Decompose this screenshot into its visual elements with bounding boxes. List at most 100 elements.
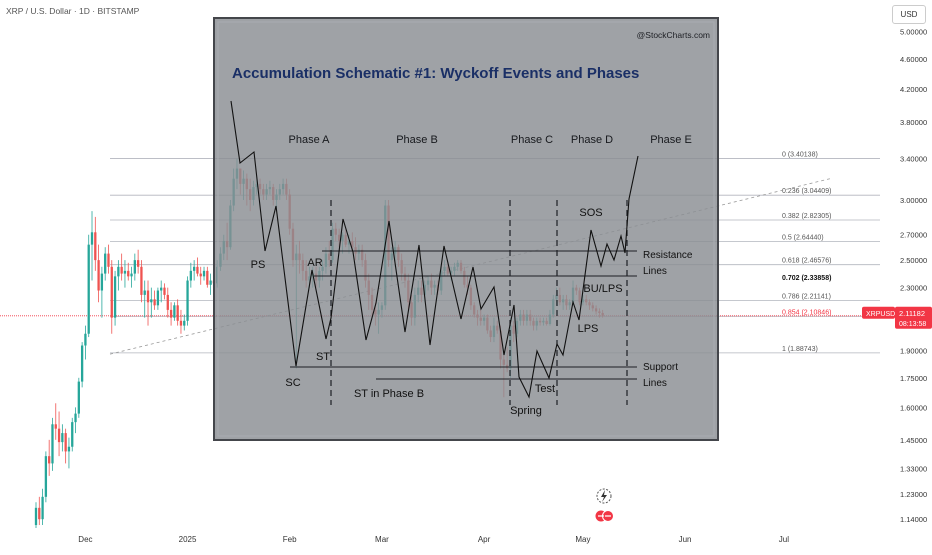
candle-body [127,270,130,277]
candle-body [120,266,123,274]
candle [150,287,153,318]
price-tick-label: 2.30000 [900,284,927,293]
candle-body [136,260,140,267]
phase-label: Phase D [571,134,613,146]
price-tick-label: 2.50000 [900,256,927,265]
event-label-bulps: BU/LPS [583,283,622,295]
price-tick-label: 1.33000 [900,464,927,473]
price-tick-label: 1.45000 [900,436,927,445]
schematic-price-path [230,100,639,399]
candle-body [206,270,209,285]
price-tick-label: 5.00000 [900,27,927,36]
event-label-sos: SOS [579,207,602,219]
candle [94,216,97,271]
price-axis: 5.00000 4.60000 4.20000 3.80000 3.40000 3.000… [862,0,932,550]
candle-body [54,424,57,429]
fib-label: 0.786 (2.21141) [782,294,831,301]
candle-body [192,266,196,271]
candle [192,260,196,281]
candle [173,302,176,321]
candle [202,266,206,281]
candle [166,287,169,318]
candle [186,276,189,326]
event-label-spring: Spring [510,405,542,417]
candle-body [163,287,166,295]
fib-label: 1 (1.88743) [782,346,818,353]
candle-body [87,244,90,334]
candle-body [196,266,199,274]
candle-body [90,232,94,245]
candle-body [34,507,38,526]
phase-label: Phase A [289,134,331,146]
time-tick-label: Jun [679,535,692,544]
symbol-badge [862,306,895,319]
phase-label: Phase B [396,134,438,146]
candle-body [183,320,186,326]
candle-body [166,294,169,310]
candle-body [117,266,120,277]
candle-body [94,232,97,261]
candle-body [48,456,51,464]
candle [127,262,130,281]
support-label: Lines [643,378,667,389]
price-tick-label: 1.90000 [900,347,927,356]
time-tick-label: Feb [283,535,297,544]
phase-label: Phase C [511,134,553,146]
candle-body [74,413,77,423]
fib-label: 0.5 (2.64440) [782,235,824,242]
price-tick-label: 1.23000 [900,490,927,499]
candle-body [202,270,206,277]
price-tick-label: 3.80000 [900,118,927,127]
price-tick-label: 1.60000 [900,403,927,412]
price-tick-label: 4.60000 [900,55,927,64]
price-tick-label: 2.70000 [900,231,927,240]
currency-button[interactable]: USD [892,5,926,24]
candle [100,266,104,318]
time-tick-label: Apr [478,535,491,544]
candle [71,417,74,452]
candle [61,424,64,452]
candle-body [123,270,127,274]
candle [120,253,123,281]
candle-body [107,253,110,267]
time-axis: Dec 2025 Feb Mar Apr May Jun Jul [0,528,932,550]
candle [48,439,51,476]
candle [97,244,100,303]
candle [133,253,136,281]
phase-label: Phase E [650,134,692,146]
candle [104,247,107,281]
highlight-level-label: 0.702 (2.33858) [782,275,831,282]
candle [146,280,150,326]
candle-body [176,305,179,321]
candle-body [61,433,64,443]
candle [84,325,87,360]
candle [199,266,202,285]
earnings-icon [595,510,614,522]
fib-label: 0.382 (2.82305) [782,213,831,220]
candle-body [67,446,71,452]
lightning-icon [596,488,612,504]
candle [38,496,41,526]
candle [209,273,212,295]
support-label: Support [643,362,678,373]
candle-body [143,290,146,295]
time-tick-label: Mar [375,535,389,544]
candle-body [130,273,133,277]
price-badge-countdown: 08:13:58 [899,321,926,328]
candle [163,283,166,300]
candle [189,262,192,288]
event-label-lps: LPS [578,323,599,335]
candle [80,342,84,388]
candle [136,249,140,274]
candle [87,234,90,338]
candle-body [84,333,87,346]
candle [153,290,156,310]
candle [206,266,209,288]
time-axis-panel [0,528,932,550]
symbol-badge-label: XRPUSD [866,311,895,318]
candle-body [189,270,192,281]
candle-body [100,273,104,291]
symbol-title: XRP / U.S. Dollar · 1D · BITSTAMP [6,6,140,16]
